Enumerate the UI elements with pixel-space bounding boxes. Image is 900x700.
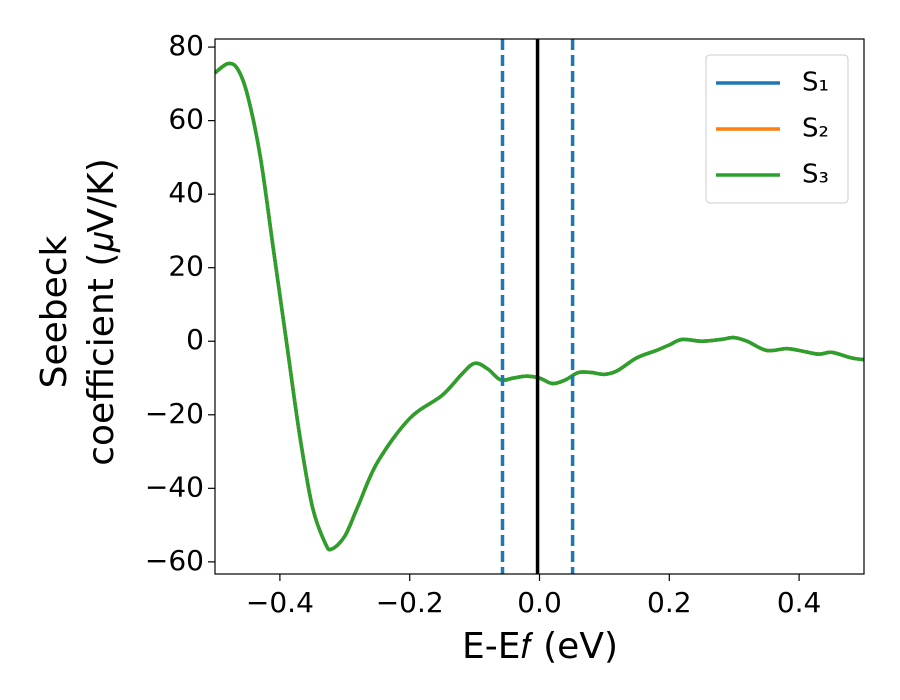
plot-area [215, 61, 864, 552]
x-tick-label: 0.2 [647, 586, 692, 619]
y-tick-label: 0 [186, 323, 204, 356]
legend-label: S₁ [802, 68, 829, 98]
x-tick-label: 0.0 [517, 586, 562, 619]
plot-frame [214, 38, 865, 575]
y-axis-label: Seebeck [34, 235, 75, 388]
x-tick-label: −0.2 [376, 586, 444, 619]
x-axis-label: E-E𝑓 (eV) [462, 626, 618, 667]
series-line [215, 61, 864, 552]
y-tick-label: −20 [145, 397, 204, 430]
x-tick-label: −0.4 [246, 586, 314, 619]
legend-label: S₂ [802, 114, 829, 144]
x-tick-label: 0.4 [777, 586, 822, 619]
y-axis-label: coefficient (𝜇V/K) [81, 158, 122, 466]
y-tick-label: −60 [145, 544, 204, 577]
y-tick-label: 60 [168, 103, 204, 136]
y-tick-label: 80 [168, 29, 204, 62]
y-tick-label: −40 [145, 470, 204, 503]
y-tick-label: 40 [168, 176, 204, 209]
legend-label: S₃ [802, 160, 829, 190]
y-tick-label: 20 [168, 250, 204, 283]
